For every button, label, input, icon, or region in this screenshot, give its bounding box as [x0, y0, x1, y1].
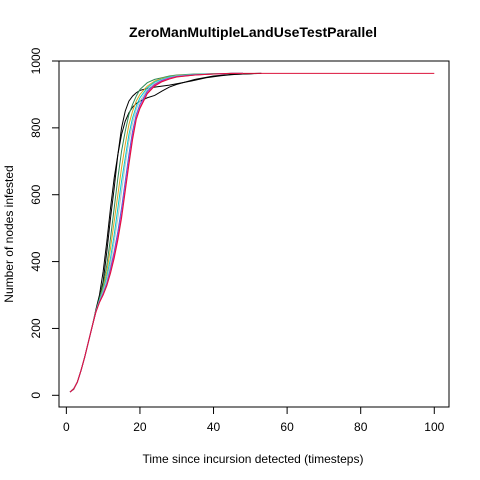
- x-axis: 0 20 40 60 80 100: [63, 406, 445, 434]
- x-tick-label: 40: [207, 420, 221, 434]
- series-line-6: [69, 72, 243, 393]
- series-line-3: [69, 72, 243, 393]
- series-line-7: [69, 72, 243, 393]
- series-line-8: [69, 72, 243, 393]
- x-tick-label: 80: [354, 420, 368, 434]
- y-tick-label: 800: [29, 118, 43, 138]
- x-tick-label: 20: [133, 420, 147, 434]
- x-tick-label: 0: [63, 420, 70, 434]
- chart-title: ZeroManMultipleLandUseTestParallel: [129, 24, 377, 40]
- y-tick-label: 200: [29, 318, 43, 338]
- series-line-9: [69, 72, 435, 393]
- series-line-4: [69, 72, 243, 393]
- y-axis: 0 200 400 600 800 1000: [29, 47, 60, 399]
- y-axis-label: Number of nodes infested: [2, 165, 16, 302]
- y-tick-label: 600: [29, 184, 43, 204]
- y-tick-label: 0: [29, 392, 43, 399]
- series-line-2: [69, 72, 262, 393]
- series-line-5: [69, 72, 243, 393]
- series-line-1: [69, 72, 262, 393]
- x-tick-label: 60: [280, 420, 294, 434]
- x-axis-label: Time since incursion detected (timesteps…: [143, 452, 364, 466]
- x-tick-label: 100: [424, 420, 444, 434]
- y-tick-label: 400: [29, 251, 43, 271]
- y-tick-label: 1000: [29, 47, 43, 74]
- plot-lines: [69, 72, 435, 393]
